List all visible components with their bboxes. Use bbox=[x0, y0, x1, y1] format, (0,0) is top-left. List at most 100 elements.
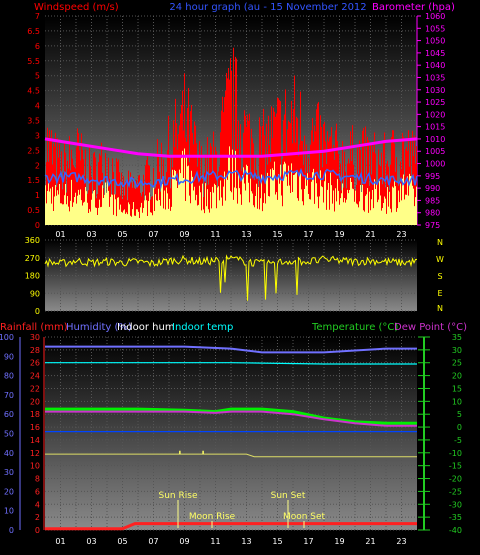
temp-y-tick: -15 bbox=[449, 462, 462, 471]
compass-label: E bbox=[437, 289, 442, 298]
wind-y-tick: 2.5 bbox=[27, 146, 40, 155]
direction-line bbox=[44, 254, 418, 301]
bottom-x-tick: 15 bbox=[272, 537, 282, 546]
humidity-line bbox=[45, 345, 417, 354]
temp-y-tick: -25 bbox=[449, 487, 462, 496]
moonset-label: Moon Set bbox=[283, 512, 326, 522]
rain-y-tick: 30 bbox=[30, 333, 40, 342]
top-x-tick: 11 bbox=[210, 230, 220, 239]
wind-y-tick: 5 bbox=[35, 72, 40, 81]
bottom-x-tick: 07 bbox=[148, 537, 158, 546]
sunrise-label: Sun Rise bbox=[159, 491, 198, 501]
top-x-tick: 13 bbox=[241, 230, 251, 239]
rain-y-tick: 16 bbox=[30, 423, 40, 432]
hum-y-tick: 0 bbox=[9, 526, 14, 535]
wind-y-tick: 4 bbox=[35, 102, 40, 111]
bottom-x-tick: 17 bbox=[303, 537, 313, 546]
bottom-x-tick: 21 bbox=[365, 537, 375, 546]
bottom-x-tick: 19 bbox=[334, 537, 344, 546]
baro-y-tick: 1040 bbox=[425, 61, 445, 70]
rain-y-tick: 20 bbox=[30, 397, 40, 406]
rain-y-tick: 10 bbox=[30, 462, 40, 471]
baro-y-tick: 995 bbox=[425, 172, 440, 181]
temp-y-tick: 0 bbox=[457, 423, 462, 432]
rain-y-tick: 8 bbox=[35, 475, 40, 484]
wind-y-tick: 0 bbox=[35, 221, 40, 230]
bottom-x-tick: 03 bbox=[86, 537, 96, 546]
indoor-temp-title: Indoor temp bbox=[172, 322, 233, 333]
wind-y-tick: 6.5 bbox=[27, 27, 40, 36]
indoor-hum-title: Indoor hum bbox=[117, 322, 175, 333]
wind-y-tick: 3 bbox=[35, 131, 40, 140]
top-x-tick: 23 bbox=[396, 230, 406, 239]
top-x-tick: 09 bbox=[179, 230, 189, 239]
top-x-tick: 17 bbox=[303, 230, 313, 239]
hum-y-tick: 60 bbox=[4, 410, 14, 419]
rainfall-line bbox=[45, 522, 417, 531]
bottom-x-tick: 13 bbox=[241, 537, 251, 546]
barometer-axis-title: Barometer (hpa) bbox=[372, 2, 455, 13]
temp-y-tick: 25 bbox=[452, 359, 462, 368]
rain-y-tick: 4 bbox=[35, 500, 40, 509]
hum-y-tick: 90 bbox=[4, 352, 14, 361]
windspeed-axis-title: Windspeed (m/s) bbox=[34, 2, 119, 13]
hum-y-tick: 10 bbox=[4, 507, 14, 516]
baro-y-tick: 1015 bbox=[425, 123, 445, 132]
baro-y-tick: 985 bbox=[425, 196, 440, 205]
temperature-line bbox=[45, 407, 417, 425]
dir-y-tick: 90 bbox=[30, 289, 40, 298]
temp-y-tick: -5 bbox=[454, 436, 462, 445]
top-x-tick: 01 bbox=[55, 230, 65, 239]
baro-y-tick: 980 bbox=[425, 209, 440, 218]
rain-y-tick: 2 bbox=[35, 513, 40, 522]
barometer-line bbox=[44, 137, 418, 158]
rain-y-tick: 28 bbox=[30, 346, 40, 355]
top-x-tick: 15 bbox=[272, 230, 282, 239]
temp-y-tick: -10 bbox=[449, 449, 462, 458]
baro-y-tick: 1045 bbox=[425, 49, 445, 58]
wind-y-tick: 3.5 bbox=[27, 117, 40, 126]
rain-y-tick: 18 bbox=[30, 410, 40, 419]
top-x-tick: 03 bbox=[86, 230, 96, 239]
temp-y-tick: 5 bbox=[457, 410, 462, 419]
top-x-tick: 07 bbox=[148, 230, 158, 239]
temp-y-tick: -20 bbox=[449, 475, 462, 484]
compass-label: N bbox=[437, 238, 443, 247]
hum-y-tick: 50 bbox=[4, 430, 14, 439]
dewpoint-line bbox=[45, 410, 417, 427]
outdoor-level-line bbox=[45, 453, 417, 458]
dir-y-tick: 360 bbox=[25, 236, 40, 245]
bottom-x-tick: 09 bbox=[179, 537, 189, 546]
hum-y-tick: 30 bbox=[4, 468, 14, 477]
bottom-x-tick: 11 bbox=[210, 537, 220, 546]
wind-y-tick: 6 bbox=[35, 42, 40, 51]
hum-y-tick: 70 bbox=[4, 391, 14, 400]
rain-y-tick: 22 bbox=[30, 384, 40, 393]
temp-y-tick: 10 bbox=[452, 397, 462, 406]
top-x-tick: 19 bbox=[334, 230, 344, 239]
baro-y-tick: 1010 bbox=[425, 135, 445, 144]
rain-y-tick: 0 bbox=[35, 526, 40, 535]
baro-y-tick: 1020 bbox=[425, 110, 445, 119]
bottom-x-tick: 23 bbox=[396, 537, 406, 546]
hum-y-tick: 20 bbox=[4, 487, 14, 496]
temp-y-tick: -30 bbox=[449, 500, 462, 509]
moonrise-label: Moon Rise bbox=[189, 512, 236, 522]
bottom-x-tick: 01 bbox=[55, 537, 65, 546]
graph-title: 24 hour graph (au - 15 November 2012 bbox=[169, 2, 366, 13]
hum-y-tick: 100 bbox=[0, 333, 14, 342]
wind-y-tick: 0.5 bbox=[27, 206, 40, 215]
rain-y-tick: 12 bbox=[30, 449, 40, 458]
baro-y-tick: 1025 bbox=[425, 98, 445, 107]
wind-y-tick: 1.5 bbox=[27, 176, 40, 185]
temp-y-tick: -35 bbox=[449, 513, 462, 522]
hum-y-tick: 80 bbox=[4, 372, 14, 381]
bottom-x-tick: 05 bbox=[117, 537, 127, 546]
indoor-temp-line bbox=[45, 362, 417, 365]
avg-wind-line bbox=[44, 167, 418, 189]
dir-y-tick: 0 bbox=[35, 307, 40, 316]
baro-y-tick: 990 bbox=[425, 184, 440, 193]
humidity-axis-title: Humidity (%) bbox=[66, 322, 132, 333]
hum-y-tick: 40 bbox=[4, 449, 14, 458]
compass-label: S bbox=[437, 272, 442, 281]
